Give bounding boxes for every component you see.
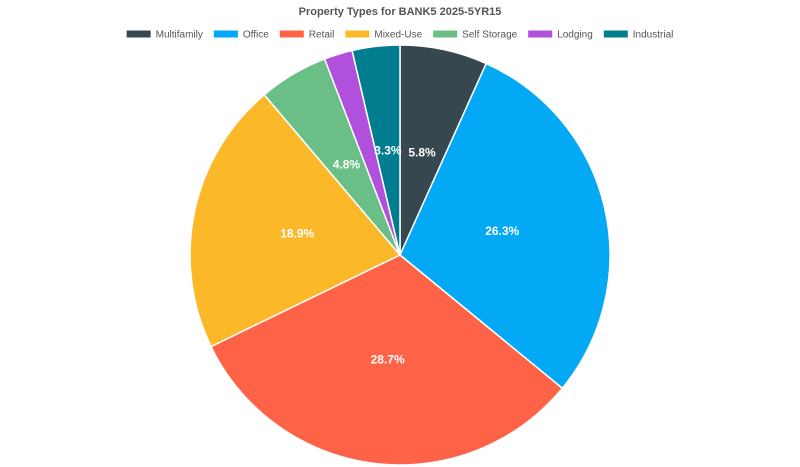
legend-item-industrial[interactable]: Industrial (603, 30, 674, 41)
slice-label-self-storage: 4.8% (333, 158, 361, 172)
slice-label-industrial: 3.3% (374, 144, 402, 158)
legend-label-mixed-use: Mixed-Use (374, 30, 422, 41)
legend-item-retail[interactable]: Retail (279, 30, 335, 41)
pie-slices (189, 44, 611, 466)
legend-swatch-lodging (528, 30, 553, 38)
slice-label-office: 26.3% (485, 224, 519, 238)
legend-swatch-office (213, 30, 238, 38)
legend-swatch-mixed-use (345, 30, 370, 38)
legend-swatch-self-storage (433, 30, 458, 38)
legend-label-office: Office (243, 30, 269, 41)
legend-swatch-retail (279, 30, 304, 38)
slice-label-retail: 28.7% (371, 352, 405, 366)
legend-item-office[interactable]: Office (213, 30, 269, 41)
legend-label-lodging: Lodging (557, 30, 593, 41)
pie-slice-mixed-use[interactable] (189, 93, 402, 348)
slice-label-mixed-use: 18.9% (280, 226, 314, 240)
legend-item-mixed-use[interactable]: Mixed-Use (345, 30, 423, 41)
legend: Multifamily Office Retail Mixed-Use Self Sto… (126, 30, 674, 41)
legend-swatch-multifamily (126, 30, 151, 38)
legend-label-self-storage: Self Storage (462, 30, 517, 41)
legend-swatch-industrial (603, 30, 628, 38)
pie-slice-industrial[interactable] (351, 44, 401, 256)
pie-slice-office[interactable] (399, 62, 611, 390)
legend-label-multifamily: Multifamily (156, 30, 203, 41)
legend-item-lodging[interactable]: Lodging (528, 30, 593, 41)
legend-label-industrial: Industrial (633, 30, 674, 41)
legend-label-retail: Retail (309, 30, 335, 41)
legend-item-self-storage[interactable]: Self Storage (433, 30, 518, 41)
slice-label-multifamily: 5.8% (408, 145, 436, 159)
chart-title: Property Types for BANK5 2025-5YR15 (299, 6, 502, 18)
pie-slice-retail[interactable] (209, 254, 564, 466)
slice-labels: 5.8% 26.3% 28.7% 18.9% 4.8% 3.3% (280, 144, 519, 367)
legend-item-multifamily[interactable]: Multifamily (126, 30, 203, 41)
